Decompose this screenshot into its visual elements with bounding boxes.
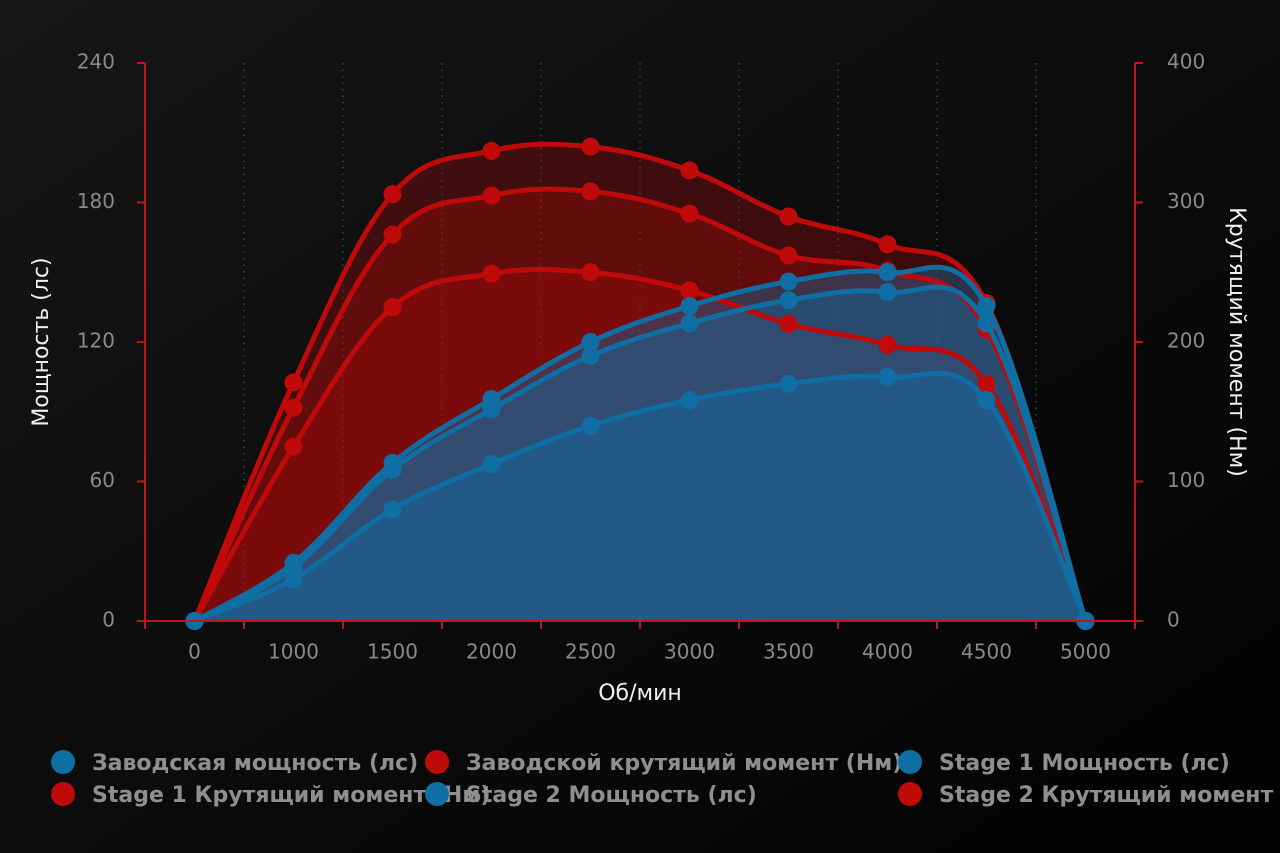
y-tick-label: 60	[90, 468, 115, 492]
point	[779, 207, 798, 226]
y-tick-label: 180	[77, 189, 115, 213]
series-line	[192, 186, 1088, 623]
x-tick-label: 1000	[268, 640, 319, 664]
y-tick-label: 120	[77, 329, 115, 353]
point	[581, 346, 600, 365]
y-tick-label: 0	[102, 608, 115, 632]
area	[194, 267, 1086, 621]
series-line	[193, 370, 1088, 624]
x-tick-label: 4500	[961, 640, 1012, 664]
legend-marker	[425, 782, 449, 806]
point	[581, 182, 600, 201]
point	[581, 416, 600, 435]
point	[383, 185, 402, 204]
point	[977, 391, 996, 410]
point	[284, 373, 303, 392]
y-axis-title: Мощность (лс)	[29, 257, 54, 426]
point	[977, 296, 996, 315]
legend-label: Stage 2 Мощность (лс)	[466, 783, 757, 808]
x-tick-label: 0	[188, 640, 201, 664]
point	[284, 437, 303, 456]
area	[194, 287, 1086, 621]
point	[779, 272, 798, 291]
point	[680, 314, 699, 333]
point	[779, 246, 798, 265]
y2-tick-label: 300	[1167, 189, 1205, 213]
x-tick-label: 4000	[862, 640, 913, 664]
point	[680, 204, 699, 223]
point	[878, 235, 897, 254]
y-tick-label: 240	[77, 50, 115, 74]
point	[878, 283, 897, 302]
legend-label: Stage 1 Мощность (лс)	[939, 751, 1230, 776]
legend-marker	[51, 750, 75, 774]
x-tick-label: 3000	[664, 640, 715, 664]
point	[878, 367, 897, 386]
area	[194, 373, 1086, 621]
legend-label: Заводской крутящий момент (Нм)	[466, 751, 902, 776]
point	[383, 225, 402, 244]
x-tick-label: 2500	[565, 640, 616, 664]
x-axis-title: Об/мин	[598, 681, 682, 706]
point	[284, 553, 303, 572]
y2-axis-title: Крутящий момент (Нм)	[1224, 207, 1249, 477]
legend-marker	[51, 782, 75, 806]
point	[482, 389, 501, 408]
area	[194, 189, 1086, 621]
point	[383, 298, 402, 317]
point	[779, 291, 798, 310]
point	[779, 314, 798, 333]
point	[878, 335, 897, 354]
point	[878, 263, 897, 282]
legend-label: Заводская мощность (лс)	[92, 751, 418, 776]
point	[383, 453, 402, 472]
point	[383, 500, 402, 519]
point	[779, 374, 798, 393]
y2-tick-label: 100	[1167, 468, 1205, 492]
y2-tick-label: 0	[1167, 608, 1180, 632]
point	[482, 264, 501, 283]
series-line	[192, 266, 1088, 623]
y2-tick-label: 400	[1167, 50, 1205, 74]
legend-marker	[898, 782, 922, 806]
point	[482, 141, 501, 160]
point	[680, 296, 699, 315]
x-tick-label: 2000	[466, 640, 517, 664]
legend-marker	[425, 750, 449, 774]
x-tick-label: 1500	[367, 640, 418, 664]
legend-label: Stage 2 Крутящий момент (Нм)	[939, 783, 1280, 808]
x-tick-label: 3500	[763, 640, 814, 664]
legend-marker	[898, 750, 922, 774]
point	[977, 374, 996, 393]
legend-label: Stage 1 Крутящий момент (Нм)	[92, 783, 490, 808]
point	[284, 398, 303, 417]
point	[680, 161, 699, 180]
point	[581, 263, 600, 282]
point	[482, 455, 501, 474]
point	[581, 137, 600, 156]
area	[194, 269, 1086, 621]
x-tick-label: 5000	[1060, 640, 1111, 664]
y2-tick-label: 200	[1167, 329, 1205, 353]
point	[680, 391, 699, 410]
point	[581, 333, 600, 351]
point	[680, 281, 699, 300]
point	[482, 186, 501, 205]
